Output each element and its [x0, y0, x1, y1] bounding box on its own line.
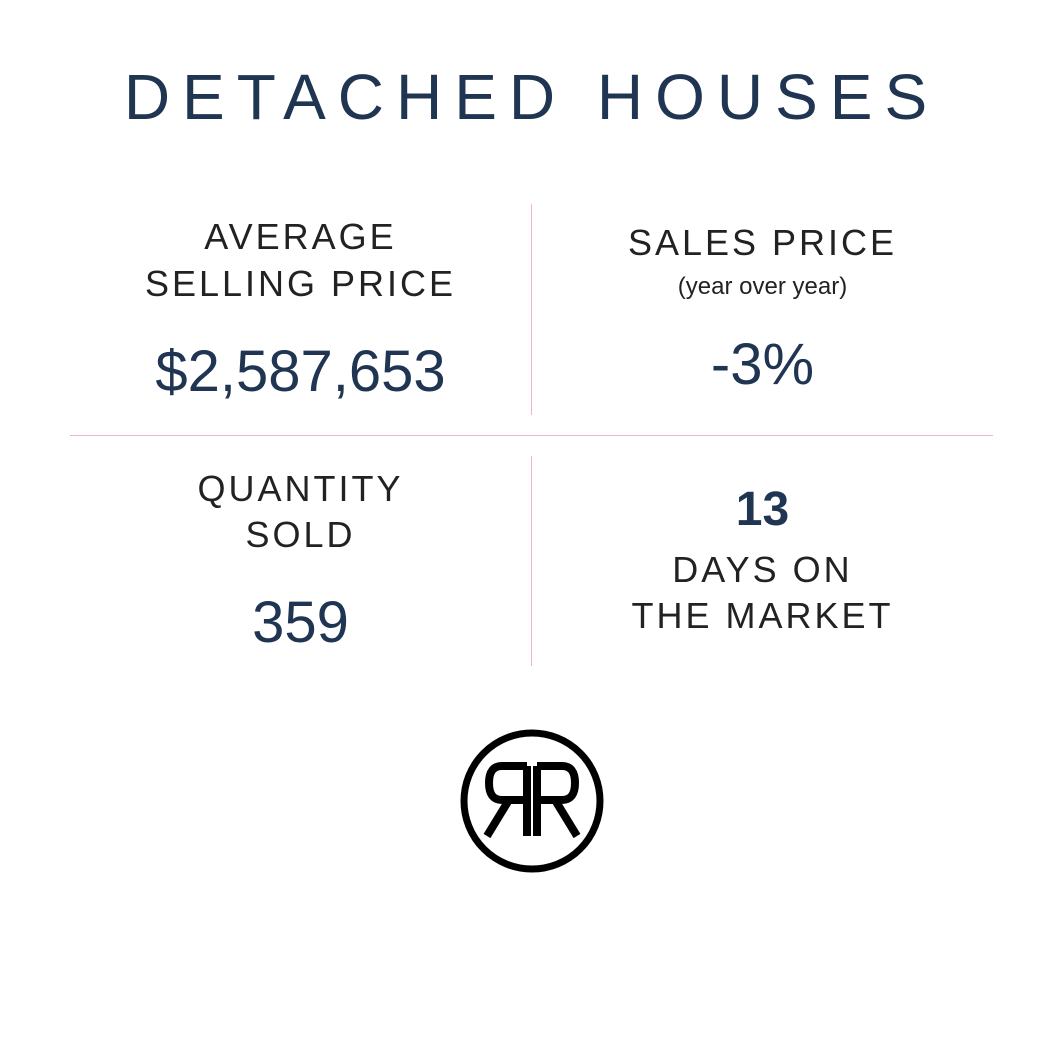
days-on-market-value: 13 — [736, 482, 789, 537]
cell-days-on-market: 13 DAYS ON THE MARKET — [532, 436, 993, 687]
sales-price-value: -3% — [711, 331, 814, 398]
label-line1: AVERAGE — [204, 216, 396, 257]
label-line1: QUANTITY — [197, 468, 403, 509]
avg-selling-price-value: $2,587,653 — [155, 338, 445, 405]
label-line2: THE MARKET — [631, 595, 893, 636]
quantity-sold-label: QUANTITY SOLD — [197, 466, 403, 560]
page-title: DETACHED HOUSES — [124, 60, 939, 134]
label-line2: SELLING PRICE — [145, 263, 456, 304]
cell-sales-price: SALES PRICE (year over year) -3% — [532, 184, 993, 435]
stats-grid: AVERAGE SELLING PRICE $2,587,653 SALES P… — [70, 184, 993, 686]
label-line1: DAYS ON — [672, 549, 852, 590]
cell-avg-selling-price: AVERAGE SELLING PRICE $2,587,653 — [70, 184, 531, 435]
days-on-market-label: DAYS ON THE MARKET — [631, 547, 893, 641]
bottom-row: QUANTITY SOLD 359 13 DAYS ON THE MARKET — [70, 436, 993, 687]
cell-quantity-sold: QUANTITY SOLD 359 — [70, 436, 531, 687]
sales-price-sublabel: (year over year) — [678, 273, 847, 301]
top-row: AVERAGE SELLING PRICE $2,587,653 SALES P… — [70, 184, 993, 435]
avg-selling-price-label: AVERAGE SELLING PRICE — [145, 214, 456, 308]
logo-container — [457, 726, 607, 881]
double-r-logo-icon — [457, 726, 607, 876]
sales-price-label: SALES PRICE — [628, 220, 897, 267]
label-line2: SOLD — [245, 514, 355, 555]
quantity-sold-value: 359 — [252, 589, 349, 656]
